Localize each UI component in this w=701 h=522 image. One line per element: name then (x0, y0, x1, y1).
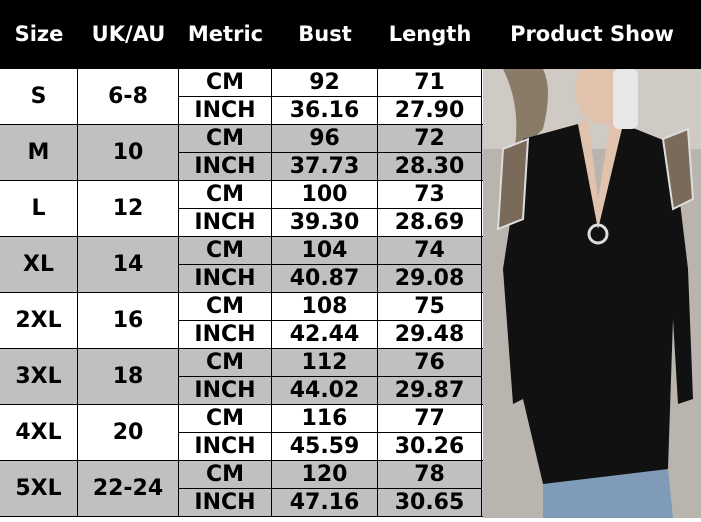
uk-au-cell: 20 (78, 405, 179, 461)
length-inch-cell: 27.90 (378, 97, 482, 125)
metric-inch-cell: INCH (179, 209, 272, 237)
size-cell: S (0, 69, 78, 125)
metric-inch-cell: INCH (179, 153, 272, 181)
uk-au-cell: 12 (78, 181, 179, 237)
table-header: Size UK/AU Metric Bust Length Product Show (0, 0, 701, 69)
bust-cm-cell: 120 (272, 461, 378, 489)
size-cell: XL (0, 237, 78, 293)
metric-cm-cell: CM (179, 69, 272, 97)
bust-inch-cell: 39.30 (272, 209, 378, 237)
length-inch-cell: 30.26 (378, 433, 482, 461)
metric-inch-cell: INCH (179, 377, 272, 405)
metric-cm-cell: CM (179, 349, 272, 377)
length-cm-cell: 76 (378, 349, 482, 377)
uk-au-cell: 14 (78, 237, 179, 293)
bust-inch-cell: 42.44 (272, 321, 378, 349)
column-header: UK/AU (91, 22, 166, 46)
length-inch-cell: 30.65 (378, 489, 482, 517)
length-inch-cell: 28.69 (378, 209, 482, 237)
uk-au-cell: 22-24 (78, 461, 179, 517)
bust-cm-cell: 92 (272, 69, 378, 97)
metric-cm-cell: CM (179, 461, 272, 489)
length-cm-cell: 74 (378, 237, 482, 265)
table-row: S 6-8 CM INCH 92 36.16 71 27.90 (0, 69, 483, 125)
size-cell: 2XL (0, 293, 78, 349)
length-cm-cell: 75 (378, 293, 482, 321)
bust-cm-cell: 96 (272, 125, 378, 153)
bust-cm-cell: 108 (272, 293, 378, 321)
bust-cm-cell: 116 (272, 405, 378, 433)
uk-au-cell: 10 (78, 125, 179, 181)
table-row: XL 14 CM INCH 104 40.87 74 29.08 (0, 237, 483, 293)
size-cell: 3XL (0, 349, 78, 405)
metric-cm-cell: CM (179, 237, 272, 265)
length-cm-cell: 78 (378, 461, 482, 489)
size-cell: L (0, 181, 78, 237)
size-chart-table: S 6-8 CM INCH 92 36.16 71 27.90 M 10 CM INCH 96 37.73… (0, 69, 483, 518)
length-cm-cell: 77 (378, 405, 482, 433)
bust-inch-cell: 40.87 (272, 265, 378, 293)
metric-inch-cell: INCH (179, 433, 272, 461)
length-cm-cell: 71 (378, 69, 482, 97)
uk-au-cell: 18 (78, 349, 179, 405)
bust-cm-cell: 112 (272, 349, 378, 377)
length-cm-cell: 72 (378, 125, 482, 153)
table-row: 4XL 20 CM INCH 116 45.59 77 30.26 (0, 405, 483, 461)
metric-inch-cell: INCH (179, 321, 272, 349)
length-inch-cell: 28.30 (378, 153, 482, 181)
size-cell: M (0, 125, 78, 181)
column-header: Product Show (510, 22, 674, 46)
column-header: Length (388, 22, 472, 46)
bust-inch-cell: 45.59 (272, 433, 378, 461)
table-row: 5XL 22-24 CM INCH 120 47.16 78 30.65 (0, 461, 483, 517)
metric-cm-cell: CM (179, 405, 272, 433)
length-cm-cell: 73 (378, 181, 482, 209)
metric-inch-cell: INCH (179, 489, 272, 517)
bust-cm-cell: 100 (272, 181, 378, 209)
column-header: Bust (298, 22, 352, 46)
length-inch-cell: 29.08 (378, 265, 482, 293)
metric-inch-cell: INCH (179, 97, 272, 125)
bust-cm-cell: 104 (272, 237, 378, 265)
table-row: M 10 CM INCH 96 37.73 72 28.30 (0, 125, 483, 181)
length-inch-cell: 29.48 (378, 321, 482, 349)
bust-inch-cell: 36.16 (272, 97, 378, 125)
metric-cm-cell: CM (179, 293, 272, 321)
bust-inch-cell: 47.16 (272, 489, 378, 517)
column-header: Size (14, 22, 64, 46)
bust-inch-cell: 37.73 (272, 153, 378, 181)
table-row: 2XL 16 CM INCH 108 42.44 75 29.48 (0, 293, 483, 349)
size-cell: 5XL (0, 461, 78, 517)
length-inch-cell: 29.87 (378, 377, 482, 405)
bust-inch-cell: 44.02 (272, 377, 378, 405)
uk-au-cell: 16 (78, 293, 179, 349)
table-row: L 12 CM INCH 100 39.30 73 28.69 (0, 181, 483, 237)
metric-cm-cell: CM (179, 181, 272, 209)
metric-cm-cell: CM (179, 125, 272, 153)
column-header: Metric (187, 22, 264, 46)
size-cell: 4XL (0, 405, 78, 461)
uk-au-cell: 6-8 (78, 69, 179, 125)
metric-inch-cell: INCH (179, 265, 272, 293)
table-row: 3XL 18 CM INCH 112 44.02 76 29.87 (0, 349, 483, 405)
product-photo (483, 54, 701, 518)
